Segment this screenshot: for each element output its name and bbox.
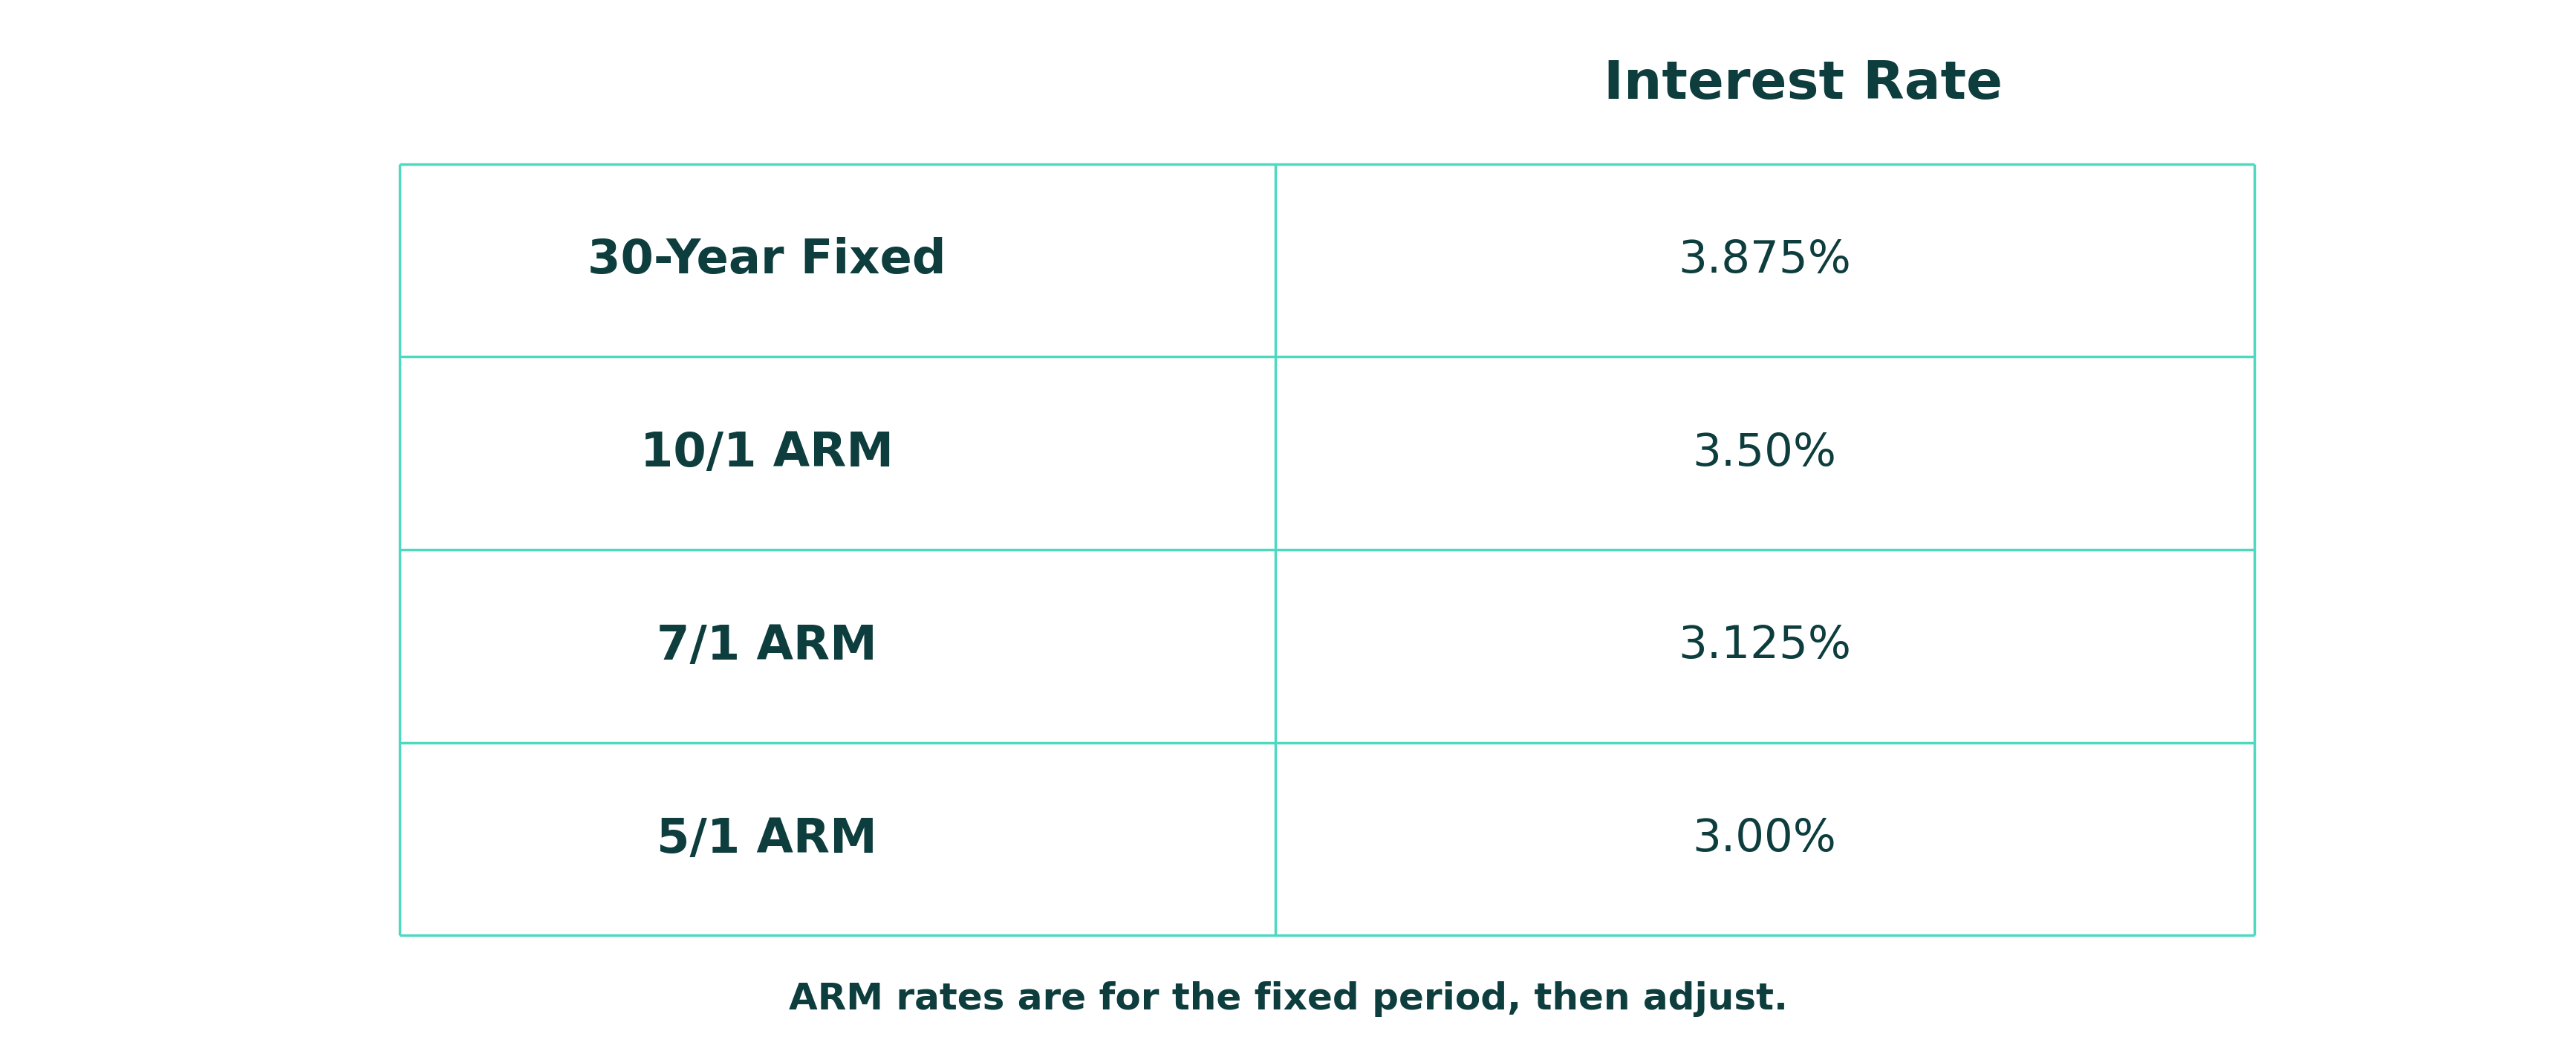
Text: 7/1 ARM: 7/1 ARM [657, 623, 878, 669]
Text: ARM rates are for the fixed period, then adjust.: ARM rates are for the fixed period, then… [788, 981, 1788, 1017]
Text: 30-Year Fixed: 30-Year Fixed [587, 237, 945, 283]
Text: 3.125%: 3.125% [1677, 625, 1852, 668]
Text: 3.50%: 3.50% [1692, 431, 1837, 475]
Text: 3.875%: 3.875% [1677, 239, 1852, 282]
Text: 10/1 ARM: 10/1 ARM [641, 430, 894, 477]
Text: 5/1 ARM: 5/1 ARM [657, 816, 878, 863]
Text: 3.00%: 3.00% [1692, 817, 1837, 860]
Text: Interest Rate: Interest Rate [1605, 59, 2002, 110]
